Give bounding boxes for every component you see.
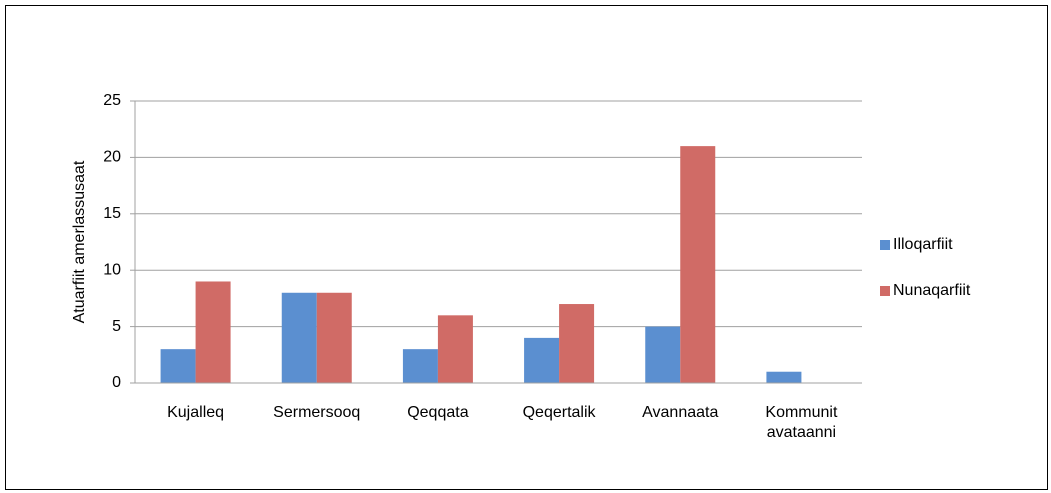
bar xyxy=(195,281,231,383)
legend-label: Illoqarfiit xyxy=(893,236,953,253)
y-axis-label: Atuarfiit amerlassusaat xyxy=(71,160,88,323)
x-tick-label: Kujalleq xyxy=(167,404,225,421)
bar xyxy=(645,326,681,383)
y-tick-label: 0 xyxy=(112,374,121,391)
bar xyxy=(766,371,802,383)
legend-swatch xyxy=(880,240,890,250)
y-tick-label: 20 xyxy=(103,149,121,166)
legend-swatch xyxy=(880,286,890,296)
legend-label: Nunaqarfiit xyxy=(893,282,971,299)
y-tick-label: 5 xyxy=(112,318,121,335)
x-tick-label: Qeqertalik xyxy=(522,404,596,421)
bar xyxy=(281,292,317,383)
chart-border xyxy=(5,5,1048,490)
x-tick-label: Avannaata xyxy=(642,404,719,421)
bar xyxy=(316,292,352,383)
y-tick-label: 25 xyxy=(103,92,121,109)
y-tick-label: 10 xyxy=(103,261,121,278)
bar xyxy=(524,337,560,383)
x-tick-label: Kommunit avataanni xyxy=(765,404,838,441)
bar xyxy=(437,315,473,383)
x-tick-label: Qeqqata xyxy=(407,404,469,421)
bar xyxy=(559,304,595,383)
y-tick-label: 15 xyxy=(103,205,121,222)
bar xyxy=(402,349,438,383)
x-tick-label: Sermersooq xyxy=(273,404,361,421)
bar xyxy=(160,349,196,383)
bar xyxy=(680,146,716,383)
